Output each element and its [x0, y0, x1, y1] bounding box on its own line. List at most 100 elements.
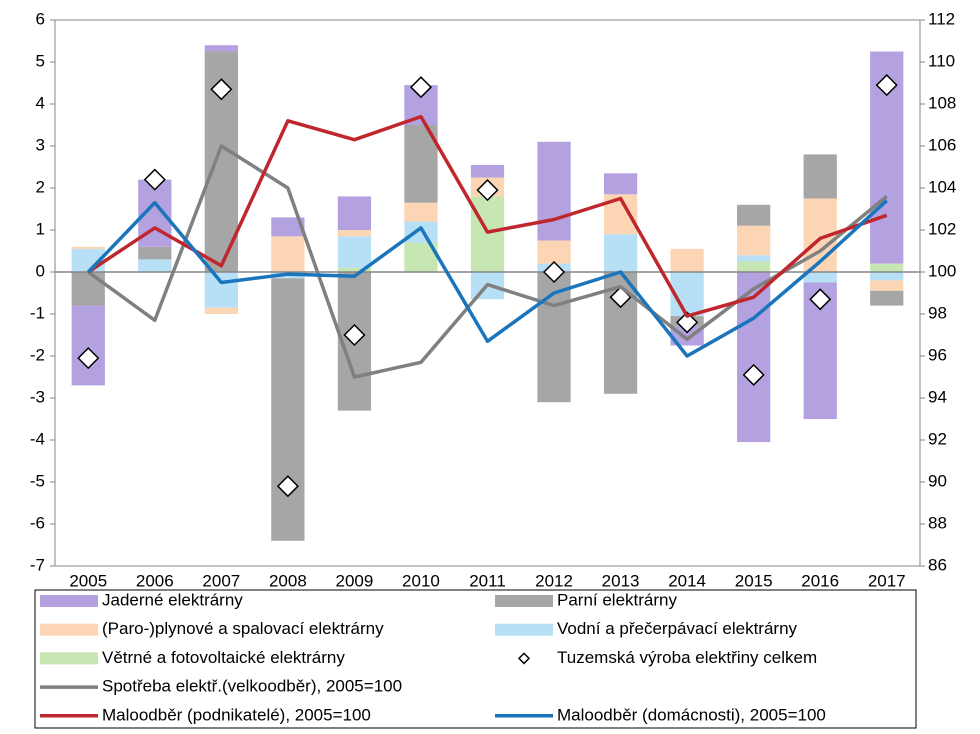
x-tick-label: 2013 [602, 571, 640, 590]
bar [470, 196, 505, 272]
bar [337, 230, 372, 237]
x-tick-label: 2015 [735, 571, 773, 590]
y-tick-label: -4 [30, 429, 45, 448]
bar [71, 272, 105, 306]
bar [470, 164, 505, 178]
legend-label: Větrné a fotovoltaické elektrárny [102, 648, 345, 667]
bar [204, 272, 238, 308]
y2-tick-label: 112 [928, 9, 955, 28]
x-tick-label: 2008 [269, 571, 307, 590]
bar [537, 141, 571, 241]
bar [271, 278, 305, 541]
y2-tick-label: 98 [928, 303, 947, 322]
bar [71, 246, 105, 249]
y-tick-label: 3 [36, 135, 45, 154]
bar [803, 272, 837, 283]
y-tick-label: -5 [30, 471, 45, 490]
legend-label: Parní elektrárny [557, 590, 677, 609]
legend-swatch [40, 623, 98, 636]
bar [537, 240, 571, 264]
y2-tick-label: 90 [928, 471, 947, 490]
bar [737, 255, 771, 262]
bar [271, 236, 305, 272]
x-tick-label: 2016 [801, 571, 839, 590]
marker [210, 78, 233, 101]
bar [204, 45, 238, 52]
y-tick-label: -2 [30, 345, 45, 364]
marker [742, 363, 765, 386]
legend-label: Maloodběr (podnikatelé), 2005=100 [102, 705, 371, 724]
y-tick-label: 6 [36, 9, 45, 28]
line-series [87, 199, 888, 358]
y-tick-label: -6 [30, 513, 45, 532]
y-tick-label: 0 [36, 261, 45, 280]
marker [143, 168, 166, 191]
bar [337, 267, 372, 272]
bar [337, 236, 372, 268]
marker [809, 288, 832, 311]
bar [737, 225, 771, 256]
x-tick-label: 2012 [535, 571, 573, 590]
y2-tick-label: 92 [928, 429, 947, 448]
marker [276, 475, 299, 498]
bar [404, 221, 438, 243]
bar [71, 305, 105, 386]
y2-tick-label: 86 [928, 555, 947, 574]
legend-label: Spotřeba elektř.(velkoodběr), 2005=100 [102, 677, 402, 696]
y-tick-label: 4 [36, 93, 45, 112]
y2-tick-label: 110 [928, 51, 955, 70]
line-series [87, 144, 888, 379]
y2-tick-label: 102 [928, 219, 956, 238]
x-tick-label: 2009 [336, 571, 374, 590]
marker [676, 311, 699, 334]
legend-label: (Paro-)plynové a spalovací elektrárny [102, 619, 384, 638]
y-tick-label: -1 [30, 303, 45, 322]
y2-tick-label: 96 [928, 345, 947, 364]
line-series [87, 114, 888, 318]
legend-label: Vodní a přečerpávací elektrárny [557, 619, 798, 638]
marker [476, 179, 499, 202]
y2-tick-label: 94 [928, 387, 947, 406]
legend-swatch [517, 652, 531, 665]
y2-tick-label: 88 [928, 513, 947, 532]
bar [870, 263, 904, 272]
marker [343, 323, 366, 347]
x-tick-label: 2010 [402, 571, 440, 590]
bar [271, 217, 305, 237]
bar [404, 202, 438, 222]
y2-tick-label: 100 [928, 261, 956, 280]
bar [337, 196, 372, 230]
plot-frame [54, 19, 921, 567]
marker [875, 74, 898, 97]
y2-tick-label: 108 [928, 93, 956, 112]
legend-label: Jaderné elektrárny [102, 590, 243, 609]
y2-tick-label: 106 [928, 135, 956, 154]
y-tick-label: 2 [36, 177, 45, 196]
marker [409, 76, 433, 99]
legend-label: Tuzemská výroba elektřiny celkem [557, 648, 817, 667]
legend-swatch [40, 595, 98, 607]
x-tick-label: 2011 [469, 571, 506, 590]
x-tick-label: 2014 [668, 571, 706, 590]
x-tick-label: 2006 [136, 571, 174, 590]
x-tick-label: 2007 [202, 571, 240, 590]
bar [870, 280, 904, 291]
bar [138, 246, 172, 260]
legend-swatch [40, 652, 98, 665]
bar [803, 154, 837, 199]
y-tick-label: -3 [30, 387, 45, 406]
marker [542, 260, 566, 284]
x-tick-label: 2017 [868, 571, 906, 590]
bar [603, 173, 638, 195]
marker [77, 347, 100, 370]
legend-label: Maloodběr (domácnosti), 2005=100 [557, 705, 826, 724]
legend-frame [34, 589, 917, 729]
bar [737, 261, 771, 272]
y-tick-label: 1 [36, 219, 45, 238]
bar [138, 259, 172, 272]
bar [204, 307, 238, 314]
y-tick-label: -7 [30, 555, 45, 574]
y-tick-label: 5 [36, 51, 45, 70]
legend-swatch [495, 595, 553, 607]
